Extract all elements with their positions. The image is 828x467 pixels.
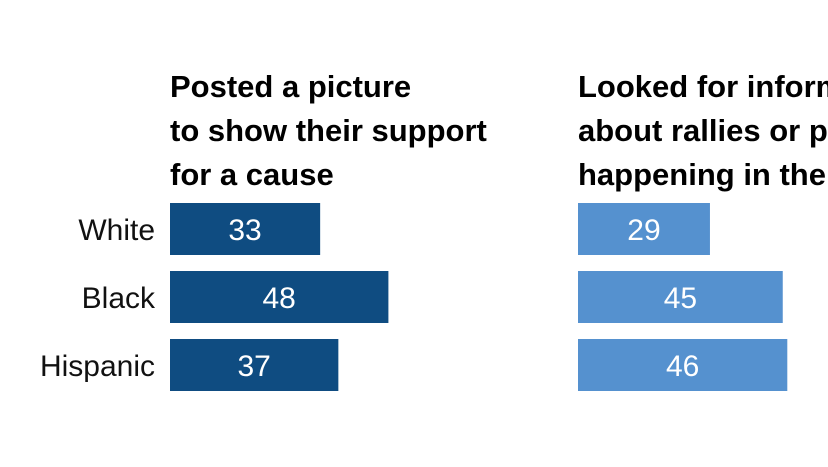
panel-1-bar-white [170,203,321,255]
panel-2-value-label-black: 45 [664,282,697,315]
category-label-hispanic: Hispanic [40,350,155,383]
panel-1-value-label-black: 48 [263,282,296,315]
panel-2-title-line-3: happening in their area [578,157,828,192]
category-label-black: Black [82,282,156,315]
panel-2-value-label-white: 29 [627,214,660,247]
panel-2-title-line-1: Looked for information [578,69,828,104]
category-label-white: White [78,214,155,247]
panel-1-title-line-1: Posted a picture [170,69,411,104]
panel-2-title-line-2: about rallies or protests [578,113,828,148]
panel-2-value-label-hispanic: 46 [666,350,699,383]
panel-1-value-label-hispanic: 37 [237,350,270,383]
panel-1-title-line-3: for a cause [170,157,334,192]
panel-2-bar-hispanic [578,339,788,391]
panel-1-value-label-white: 33 [228,214,261,247]
panel-1-title-line-2: to show their support [170,113,487,148]
panel-1-bar-hispanic [170,339,339,391]
panel-2-bar-black [578,271,783,323]
panel-1-bar-black [170,271,389,323]
panel-2-bar-white [578,203,710,255]
